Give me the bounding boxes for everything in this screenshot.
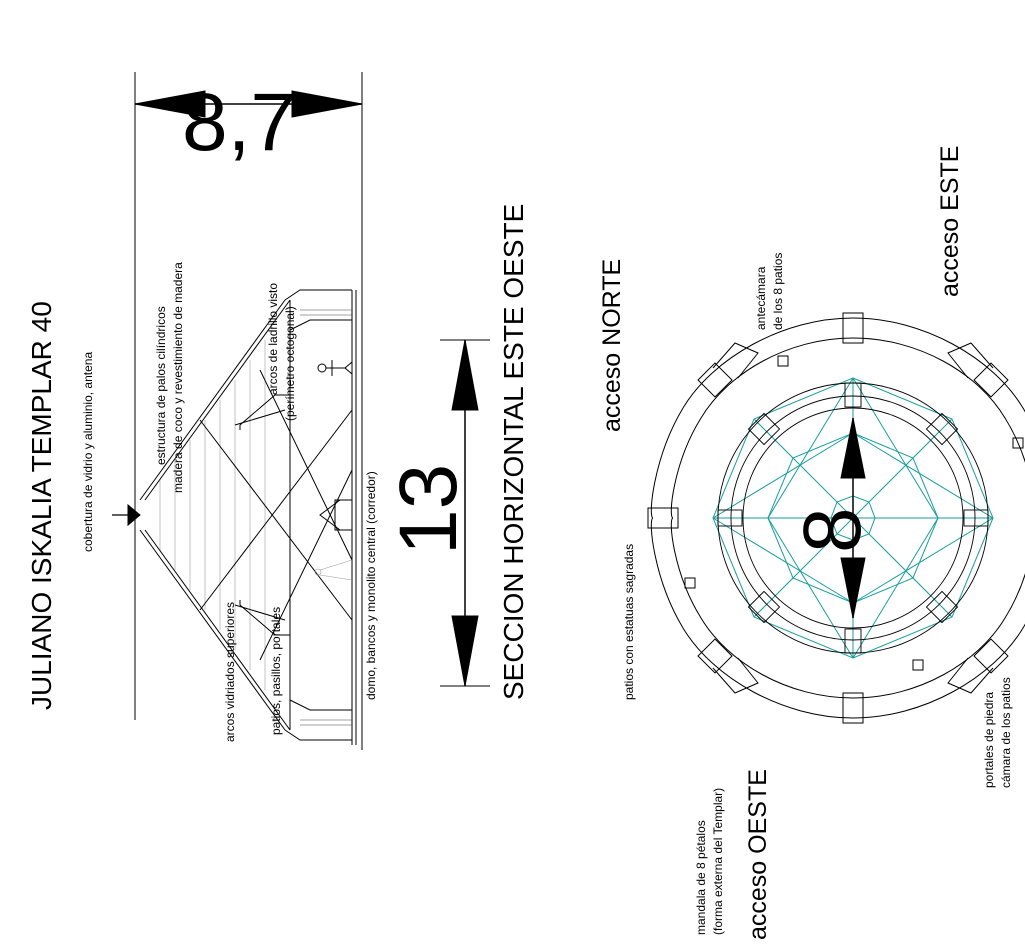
inner-ring — [717, 382, 989, 654]
label-dome: domo, bancos y monolito central (corredo… — [364, 471, 378, 700]
label-access-east: acceso ESTE — [936, 145, 964, 297]
dimension-width — [440, 339, 490, 687]
label-access-west: acceso OESTE — [744, 769, 772, 940]
dimension-inner-value: 8 — [787, 507, 878, 553]
outer-mandala — [647, 312, 1025, 724]
label-access-north: acceso NORTE — [598, 258, 626, 432]
label-portals-1: portales de piedra — [982, 691, 996, 788]
central-arrows — [840, 417, 866, 619]
label-portals-2: cámara de los patios — [999, 677, 1013, 788]
section-elevation — [112, 289, 357, 745]
plan-view — [647, 312, 1025, 724]
dimension-height — [134, 72, 363, 750]
dimension-width-value: 13 — [383, 463, 474, 555]
label-glazed-arches: arcos vidriados superiores — [223, 601, 237, 742]
label-patios: patios, pasillos, portales — [269, 606, 283, 735]
dimension-height-value: 8,7 — [182, 77, 296, 168]
label-structure-2: madera de coco y revestimiento de madera — [171, 262, 185, 493]
label-antechamber-1: antecámara — [754, 266, 768, 330]
label-patios-statues: patios con estatuas sagradas — [622, 543, 636, 700]
label-structure-1: estructura de palos cilíndricos — [154, 306, 168, 465]
page-title: JULIANO ISKALIA TEMPLAR 40 — [26, 301, 57, 710]
section-title: SECCION HORIZONTAL ESTE OESTE — [498, 203, 529, 700]
label-mandala-2: (forma externa del Templar) — [711, 787, 725, 935]
label-arches-1: arcos de ladrillo visto — [266, 282, 280, 395]
label-mandala-1: mandala de 8 pétalos — [694, 820, 708, 935]
label-antechamber-2: de los 8 patios — [771, 252, 785, 330]
label-arches-2: (perímetro octogonal) — [283, 306, 297, 421]
label-cover: cobertura de vidrio y aluminio, antena — [81, 351, 95, 552]
